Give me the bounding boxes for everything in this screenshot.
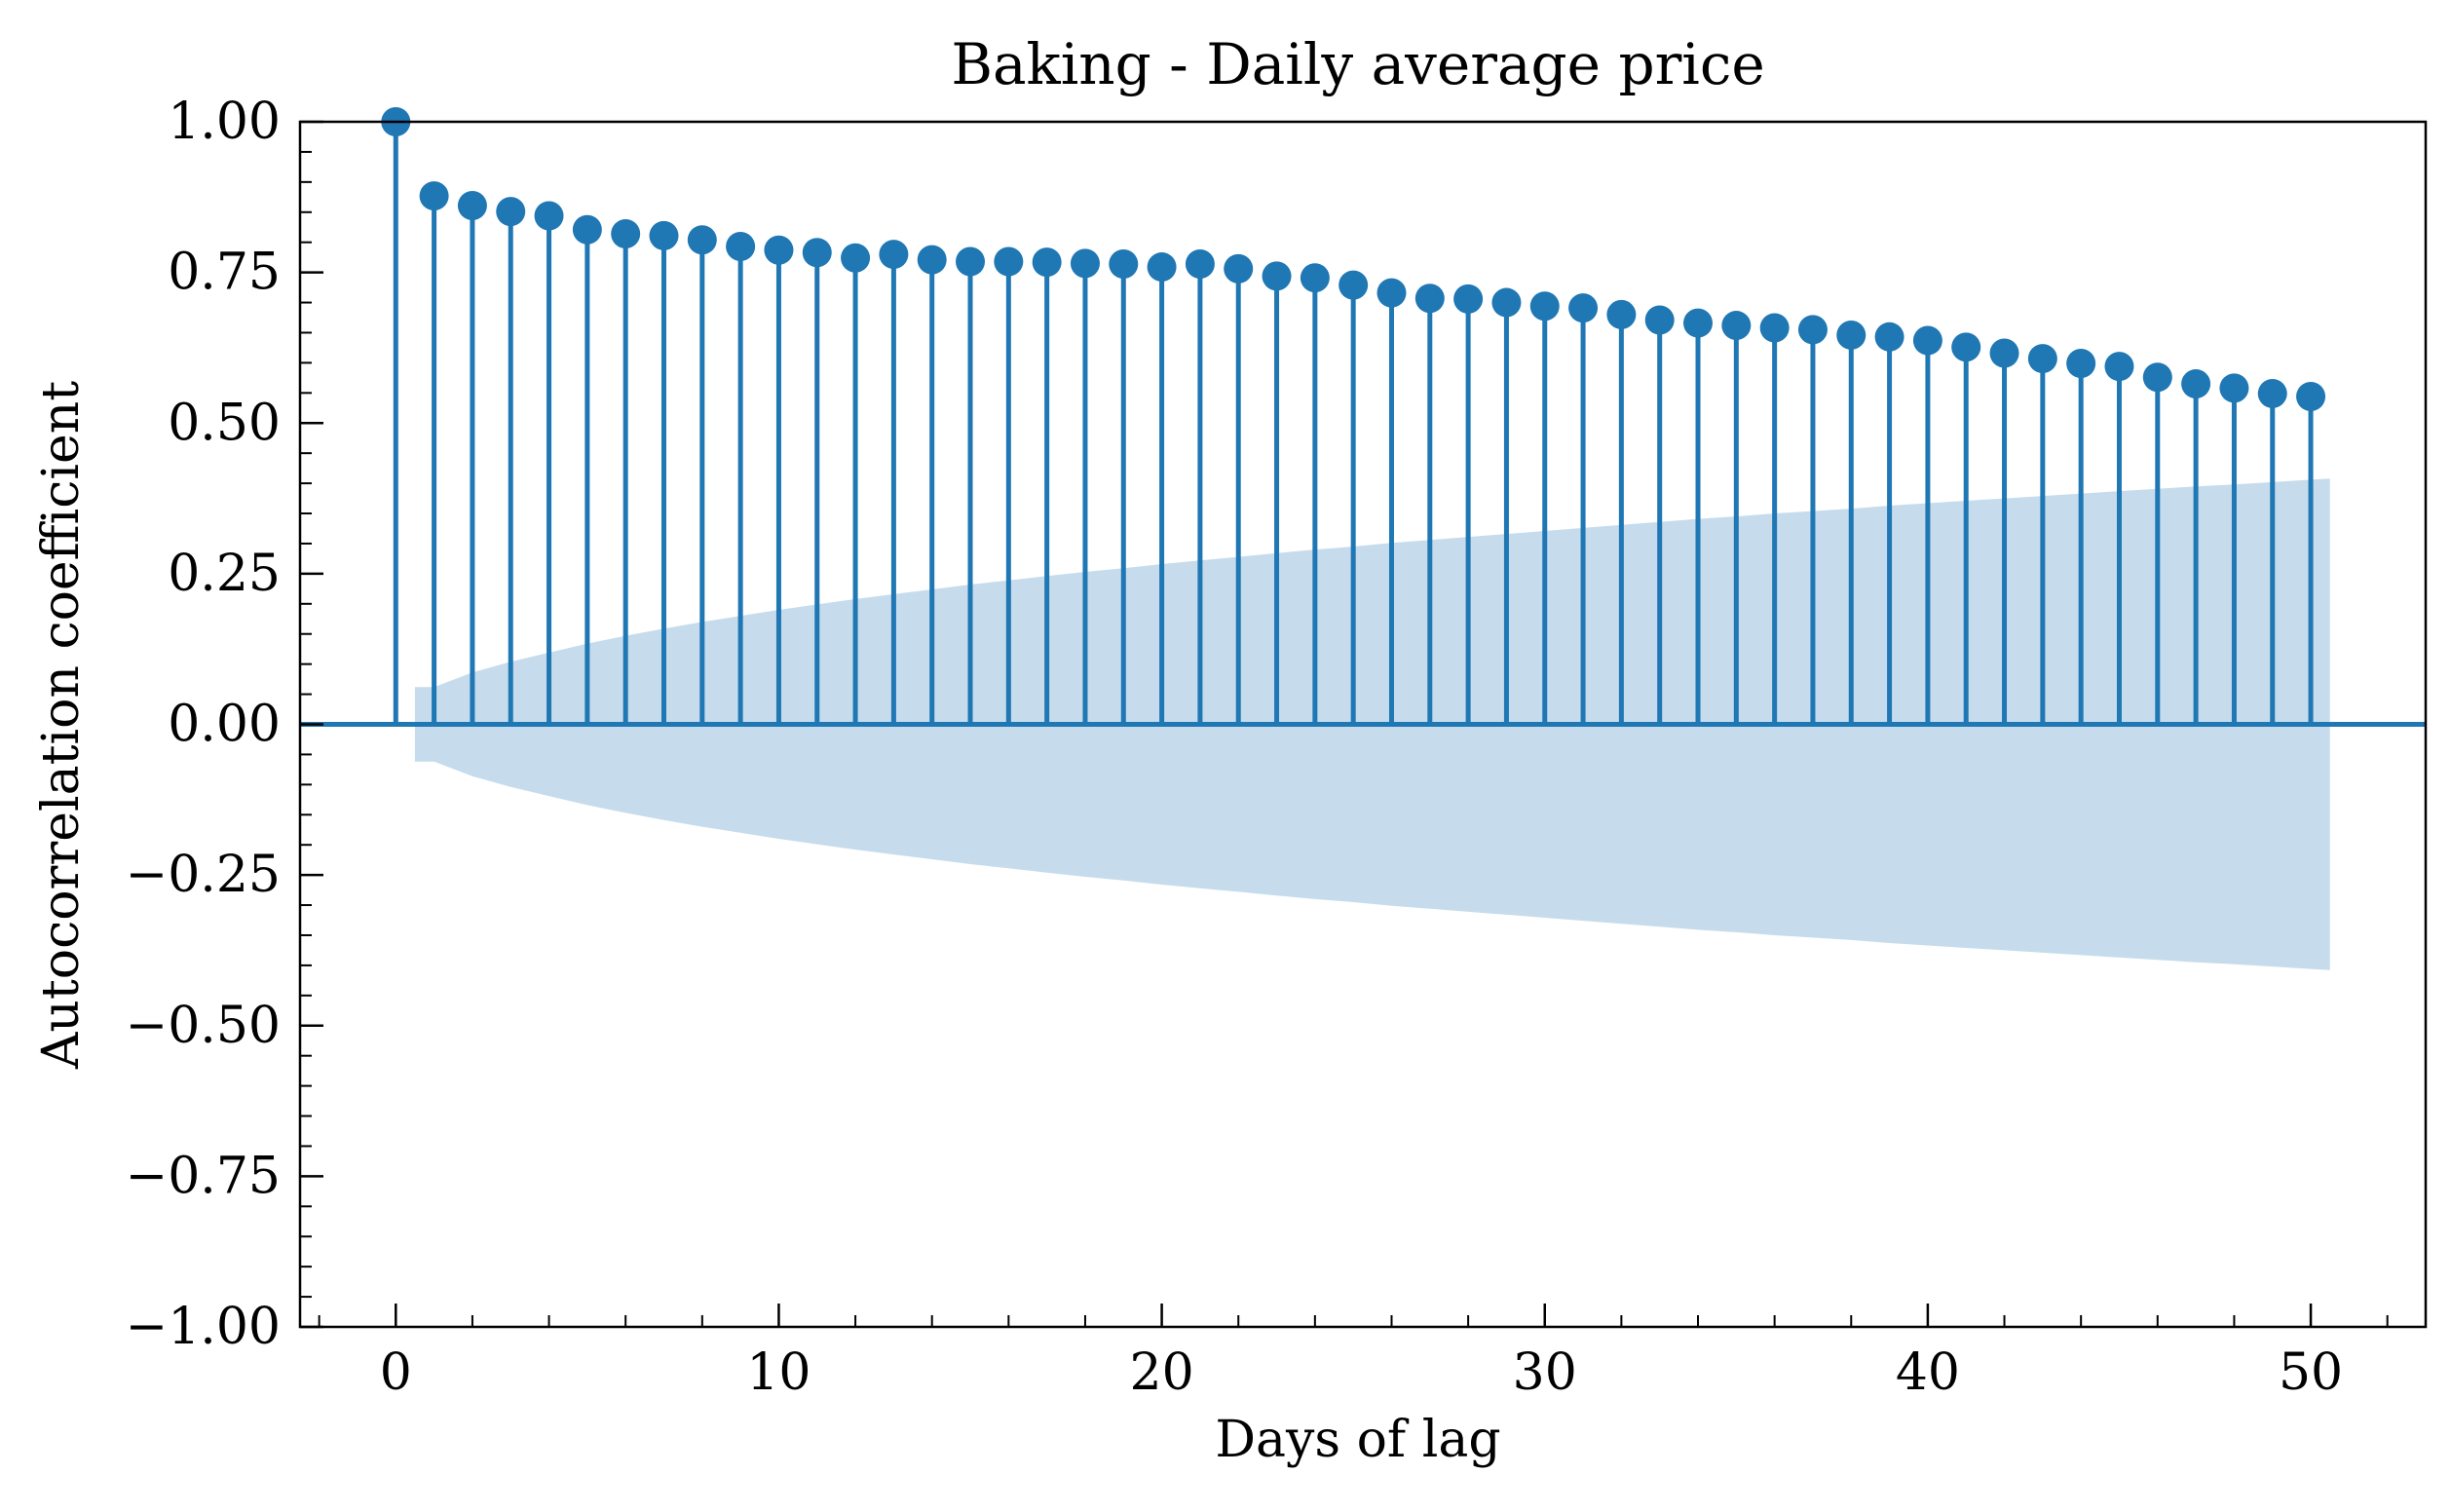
stem-marker-lag-1 — [419, 181, 449, 211]
stem-marker-lag-39 — [1874, 321, 1904, 352]
x-tick-label: 10 — [746, 1343, 811, 1402]
stem-marker-lag-10 — [764, 235, 794, 265]
x-tick-label: 30 — [1513, 1343, 1577, 1402]
stem-marker-lag-2 — [457, 190, 487, 220]
stem-marker-lag-12 — [841, 243, 871, 273]
x-ticks-layer: 0 10 20 30 40 50 — [318, 1304, 2389, 1402]
stem-marker-lag-44 — [2066, 349, 2096, 379]
x-tick-label: 0 — [380, 1343, 412, 1402]
stem-marker-lag-35 — [1721, 311, 1752, 341]
stem-marker-lag-11 — [802, 238, 832, 268]
stem-marker-lag-27 — [1414, 284, 1445, 314]
stem-marker-lag-42 — [1989, 338, 2019, 368]
stem-marker-lag-34 — [1683, 308, 1714, 338]
stem-marker-lag-47 — [2181, 369, 2211, 399]
y-tick-label: −0.75 — [126, 1147, 281, 1205]
y-tick-label: 0.75 — [168, 244, 281, 302]
stem-marker-lag-17 — [1032, 247, 1062, 278]
stem-marker-lag-40 — [1912, 325, 1942, 356]
stem-marker-lag-7 — [649, 220, 679, 250]
x-tick-label: 20 — [1130, 1343, 1194, 1402]
stem-marker-lag-3 — [496, 197, 526, 227]
stem-marker-lag-18 — [1070, 248, 1100, 279]
stem-marker-lag-6 — [611, 219, 641, 249]
stem-marker-lag-13 — [879, 240, 909, 270]
stem-marker-lag-20 — [1147, 252, 1177, 283]
stem-marker-lag-37 — [1797, 315, 1828, 345]
y-tick-label: 0.50 — [168, 394, 281, 452]
stem-marker-lag-41 — [1951, 332, 1981, 362]
y-tick-label: −0.50 — [126, 997, 281, 1055]
stem-marker-lag-22 — [1224, 253, 1254, 284]
stem-marker-lag-30 — [1529, 291, 1560, 321]
chart-title: Baking - Daily average price — [951, 31, 1764, 97]
stem-marker-lag-33 — [1644, 305, 1675, 335]
stem-marker-lag-23 — [1262, 261, 1292, 291]
y-axis-label: Autocorrelation coefficient — [32, 381, 91, 1070]
stem-marker-lag-38 — [1836, 320, 1867, 350]
stem-marker-lag-26 — [1376, 278, 1407, 308]
stem-marker-lag-9 — [726, 232, 756, 262]
stem-marker-lag-46 — [2142, 362, 2172, 393]
stem-marker-lag-15 — [956, 246, 986, 277]
x-tick-label: 50 — [2279, 1343, 2343, 1402]
stem-marker-lag-29 — [1491, 287, 1522, 318]
stem-marker-lag-45 — [2104, 352, 2134, 382]
stem-marker-lag-48 — [2219, 373, 2249, 403]
stem-marker-lag-16 — [994, 246, 1024, 277]
stem-marker-lag-8 — [687, 225, 717, 255]
stem-marker-lag-50 — [2296, 382, 2326, 412]
stem-marker-lag-32 — [1606, 299, 1637, 329]
stem-marker-lag-5 — [572, 214, 602, 245]
stem-marker-lag-21 — [1185, 248, 1215, 279]
stem-marker-lag-24 — [1300, 263, 1330, 293]
y-tick-label: 1.00 — [168, 93, 281, 151]
y-tick-label: 0.00 — [168, 696, 281, 754]
y-ticks-layer: 1.00 0.75 0.50 0.25 0.00 −0.25 −0.50 −0.75 −1.00 — [126, 93, 323, 1356]
x-axis-label: Days of lag — [1215, 1411, 1500, 1469]
stem-marker-lag-28 — [1453, 284, 1484, 314]
stem-marker-lag-36 — [1759, 313, 1790, 343]
stem-marker-lag-4 — [534, 201, 564, 231]
stem-marker-lag-49 — [2257, 378, 2287, 408]
y-tick-label: 0.25 — [168, 545, 281, 603]
stem-marker-lag-25 — [1339, 270, 1369, 300]
x-tick-label: 40 — [1896, 1343, 1960, 1402]
stem-layer — [393, 122, 2314, 725]
stem-marker-lag-31 — [1568, 293, 1599, 323]
stem-marker-lag-14 — [917, 245, 947, 275]
marker-layer — [381, 107, 2326, 412]
y-tick-label: −1.00 — [126, 1298, 281, 1356]
stem-marker-lag-43 — [2027, 344, 2057, 374]
stem-marker-lag-19 — [1109, 248, 1139, 279]
y-tick-label: −0.25 — [126, 846, 281, 904]
